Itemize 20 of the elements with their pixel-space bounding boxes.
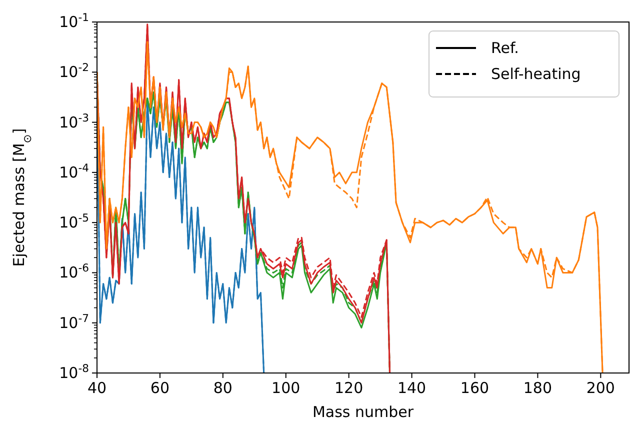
annotation: Ref. — [491, 39, 519, 57]
y-tick-label: 10$^{-1}$ — [59, 10, 89, 31]
y-tick-label: 10$^{-4}$ — [59, 160, 90, 182]
y-tick-label: 10$^{-7}$ — [59, 311, 89, 332]
x-tick-label: 80 — [213, 379, 232, 397]
x-tick-label: 100 — [272, 379, 300, 397]
y-tick-label: 10$^{-8}$ — [59, 362, 90, 382]
x-tick-label: 120 — [334, 379, 364, 397]
x-tick-label: 200 — [586, 379, 615, 397]
x-tick-label: 180 — [523, 379, 552, 397]
y-tick-label: 10$^{-5}$ — [59, 211, 89, 232]
x-tick-label: 60 — [150, 379, 170, 397]
x-tick-label: 140 — [397, 379, 426, 397]
y-tick-label: 10$^{-2}$ — [59, 60, 89, 82]
annotation: Self-heating — [491, 65, 581, 83]
x-axis-title: Mass number — [312, 403, 414, 421]
y-tick-label: 10$^{-3}$ — [59, 110, 89, 132]
y-tick-label: 10$^{-6}$ — [59, 261, 90, 282]
x-tick-label: 40 — [87, 379, 107, 397]
x-tick-label: 160 — [460, 379, 490, 397]
